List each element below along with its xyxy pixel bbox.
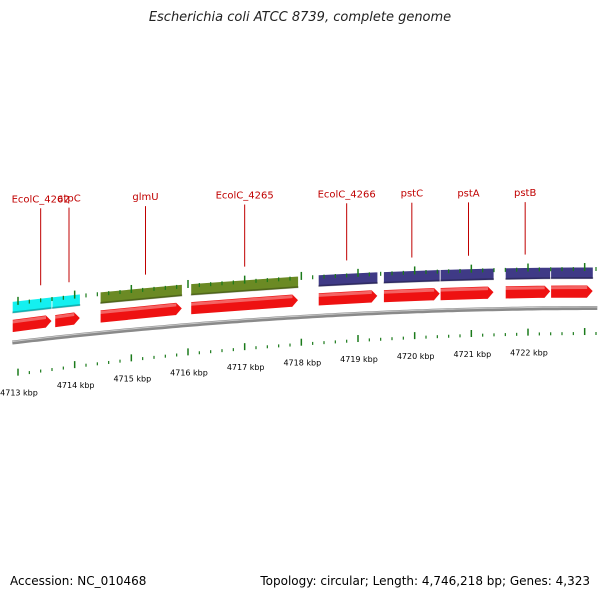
cog-feature-shade (12, 307, 53, 314)
genome-backbone (12, 306, 598, 345)
cds-arrow-highlight (505, 286, 545, 290)
kbp-tick-label: 4722 kbp (510, 349, 548, 358)
cds-arrow (54, 311, 81, 329)
cog-feature-shade (383, 279, 441, 284)
cds-arrow (11, 314, 53, 333)
cog-feature-shade (318, 281, 378, 287)
cds-arrow (439, 285, 495, 302)
kbp-tick-label: 4719 kbp (340, 355, 378, 364)
kbp-tick-label: 4718 kbp (283, 359, 321, 368)
genome-backbone-highlight (12, 306, 598, 342)
kbp-tick-label: 4714 kbp (57, 381, 95, 390)
cog-feature (190, 275, 299, 297)
kbp-tick-label: 4715 kbp (113, 374, 151, 383)
cog-feature-shade (190, 286, 299, 296)
gene-label: EcolC_4265 (216, 191, 274, 202)
cds-arrow-highlight (550, 286, 588, 290)
cds-arrow-highlight (190, 295, 293, 306)
kbp-tick-label: 4721 kbp (453, 350, 491, 359)
cds-arrow-highlight (383, 288, 435, 294)
cog-feature (51, 293, 81, 310)
kbp-tick-label: 4716 kbp (170, 368, 208, 377)
kbp-tick-label: 4720 kbp (397, 352, 435, 361)
cog-feature (550, 266, 594, 280)
gene-label: pstB (514, 188, 536, 199)
cog-feature (99, 283, 183, 305)
kbp-tick-label: 4713 kbp (0, 389, 38, 398)
accession-label: Accession: NC_010468 (10, 574, 147, 588)
cds-arrow-highlight (54, 313, 75, 319)
cog-feature-shade (550, 277, 594, 280)
cds-arrow-highlight (100, 303, 177, 314)
gene-label: EcolC_4266 (318, 189, 376, 200)
cog-feature-shade (440, 278, 494, 282)
cds-arrow (190, 293, 300, 316)
cds-arrow (99, 301, 183, 324)
cds-arrow-highlight (12, 316, 47, 324)
topology-label: Topology: circular; Length: 4,746,218 bp… (260, 574, 590, 588)
gene-label: EcolC_4262 (12, 194, 70, 205)
cds-arrow (383, 287, 441, 304)
cds-arrow (550, 284, 594, 299)
gene-label: glmU (132, 192, 158, 203)
cog-feature-shade (52, 304, 81, 309)
gene-label: pstA (457, 188, 479, 199)
cds-arrow-highlight (318, 290, 372, 297)
map-title: Escherichia coli ATCC 8739, complete gen… (148, 10, 452, 25)
cds-arrow (504, 284, 552, 300)
gene-label: atpC (57, 194, 80, 205)
kbp-tick-label: 4717 kbp (227, 363, 265, 372)
cog-feature-shade (505, 277, 551, 280)
cds-arrow (317, 289, 379, 307)
cds-arrow-highlight (440, 287, 488, 292)
cog-feature-shade (100, 294, 183, 304)
gene-label: pstC (401, 189, 423, 200)
cog-feature (439, 267, 495, 283)
